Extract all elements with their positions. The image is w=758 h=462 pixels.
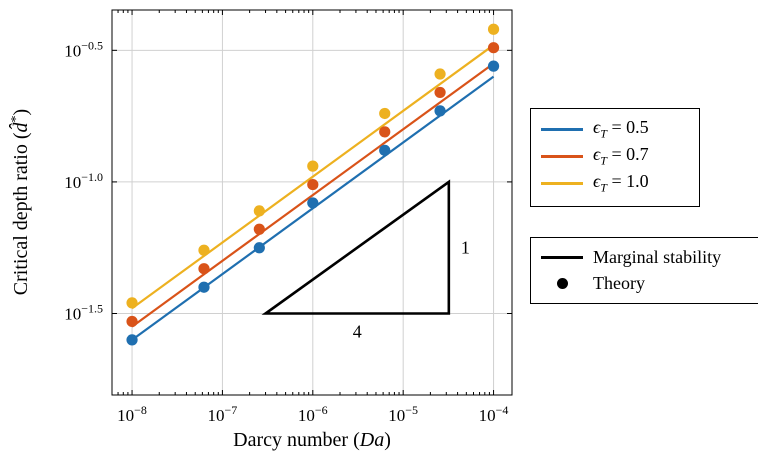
data-point: [307, 178, 319, 191]
legend-entry-marginal-stability: Marginal stability: [531, 246, 721, 268]
legend-series: ϵT = 0.5 ϵT = 0.7 ϵT = 1.0: [530, 108, 700, 207]
slope-rise-label: 1: [461, 238, 470, 258]
legend-line-swatch: [541, 255, 583, 259]
x-tick-label: 10−7: [208, 403, 238, 425]
legend-entry: ϵT = 1.0: [531, 170, 649, 195]
legend-marker-swatch: [556, 277, 568, 289]
series-line: [131, 44, 495, 310]
legend-line-swatch: [541, 127, 583, 131]
slope-run-label: 4: [353, 322, 362, 342]
data-point: [198, 263, 210, 275]
legend-label: ϵT = 1.0: [593, 170, 649, 195]
data-point: [434, 105, 446, 117]
data-point: [434, 68, 446, 80]
legend-line-swatch: [541, 154, 583, 158]
x-tick-label: 10−5: [388, 403, 418, 425]
slope-triangle: 41: [261, 179, 470, 342]
data-point: [487, 60, 500, 72]
data-point: [126, 334, 138, 346]
data-point: [126, 297, 138, 309]
data-point: [434, 86, 446, 99]
legend-entry-theory: Theory: [531, 272, 645, 294]
data-point: [198, 281, 210, 293]
x-axis-label: Darcy number (Da): [233, 429, 391, 451]
legend-label-marginal-stability: Marginal stability: [593, 246, 722, 267]
x-tick-label: 10−4: [479, 403, 509, 425]
data-point: [307, 197, 319, 209]
data-point: [253, 242, 265, 254]
x-tick-labels: 10−8 10−7 10−6 10−5 10−4: [117, 403, 508, 425]
y-tick-label: 10−1.0: [64, 170, 103, 192]
plot-frame: [111, 9, 513, 396]
x-tick-label: 10−6: [298, 403, 328, 425]
slope-triangle-shape: [261, 179, 451, 315]
y-axis-label: Critical depth ratio (d̂*): [8, 109, 32, 295]
legend-label: ϵT = 0.7: [593, 143, 649, 168]
data-point: [379, 144, 391, 156]
data-point: [198, 244, 210, 256]
data-point: [487, 23, 500, 35]
data-point: [253, 223, 265, 235]
data-point: [487, 42, 500, 54]
data-point: [126, 315, 138, 328]
data-point: [307, 160, 319, 172]
y-tick-label: 10−0.5: [64, 38, 103, 60]
data-point: [253, 205, 265, 217]
legend-entry: ϵT = 0.5: [531, 116, 649, 141]
legend-line-swatch: [541, 181, 583, 185]
y-tick-label: 10−1.5: [64, 302, 103, 324]
data-point: [379, 126, 391, 138]
series-line: [131, 62, 495, 328]
series-points: [126, 23, 500, 346]
legend-entry: ϵT = 0.7: [531, 143, 649, 168]
y-tick-labels: 10−1.5 10−1.0 10−0.5: [64, 38, 103, 323]
legend-label: ϵT = 0.5: [593, 116, 649, 141]
x-tick-label: 10−8: [117, 403, 147, 425]
axis-ticks: [111, 10, 512, 395]
data-point: [379, 107, 391, 120]
legend-label-theory: Theory: [593, 272, 645, 293]
legend-style: Marginal stability Theory: [530, 237, 758, 304]
